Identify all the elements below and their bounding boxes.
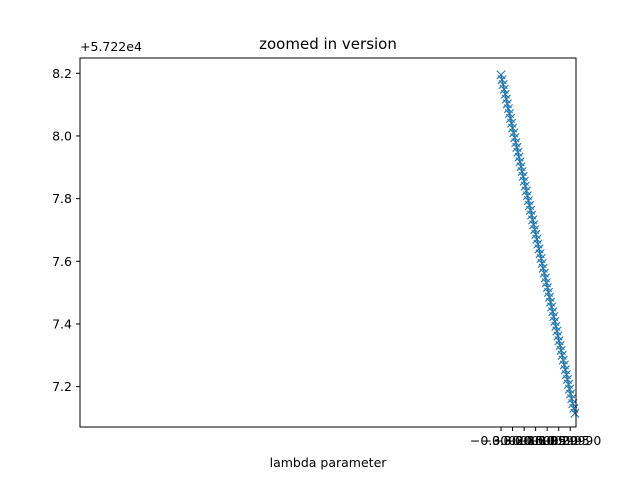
y-tick-label: 7.2 (52, 379, 72, 394)
x-tick-label: −0.30005 (505, 433, 567, 448)
data-point-marker (570, 408, 580, 418)
y-tick-label: 7.4 (52, 316, 72, 331)
x-tick-label: −0.29990 (539, 433, 601, 448)
y-tick-label: 7.6 (52, 254, 72, 269)
y-tick-label: 8.2 (52, 66, 72, 81)
x-tick-label: −0.30010 (493, 433, 555, 448)
x-axis-label: lambda parameter (270, 455, 388, 470)
y-axis-offset-label: +5.722e4 (80, 39, 142, 54)
x-tick-label: −0.30020 (470, 433, 532, 448)
chart-title: zoomed in version (259, 35, 397, 53)
y-tick-label: 7.8 (52, 191, 72, 206)
x-tick-label: −0.29995 (528, 433, 590, 448)
x-axis-ticks: −0.30020−0.30015−0.30010−0.30005−0.30000… (470, 427, 601, 448)
x-tick-label: −0.30015 (481, 433, 543, 448)
y-tick-label: 8.0 (52, 128, 72, 143)
y-axis-ticks: 7.2 7.4 7.6 7.8 8.0 8.2 (52, 66, 80, 394)
axes-frame (79, 57, 577, 428)
x-tick-label: −0.30000 (516, 433, 578, 448)
